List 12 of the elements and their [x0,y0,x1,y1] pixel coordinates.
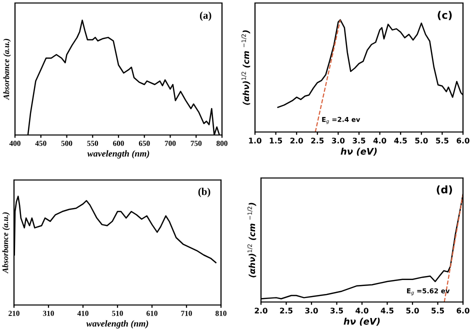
y-axis-title: Absorbance (a.u.) [2,212,10,274]
y-axis-title: (αhν)$^{1/2}$ (cm $^{−1/2}$) [242,30,250,105]
annotation: (c) [438,10,452,20]
y-axis-title: (αhν)$^{1/2}$ (cm $^{−1/2}$) [248,202,256,278]
y-axis-title: Absorbance (a.u.) [3,38,11,100]
annotation: (b) [198,188,210,198]
x-axis-title: wavelength (nm) [86,320,148,328]
annotation: (d) [436,185,452,195]
x-axis-title: wavelength (nm) [87,150,150,158]
x-axis-title: hν (eV) [344,318,380,326]
annotation: (a) [200,11,212,21]
x-axis-title: hν (eV) [340,148,377,156]
